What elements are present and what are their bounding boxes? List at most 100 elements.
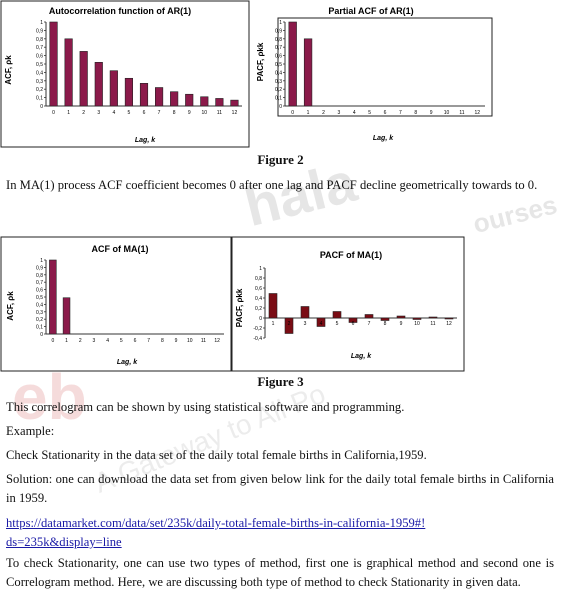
y-tick-label: 0,7 xyxy=(275,45,282,51)
chart-ylabel: ACF, ρk xyxy=(4,55,13,85)
chart-title: Partial ACF of AR(1) xyxy=(328,6,413,16)
x-tick-label: 0 xyxy=(52,110,55,116)
y-tick-label: 0,5 xyxy=(36,295,43,301)
x-tick-label: 6 xyxy=(352,321,355,327)
y-tick-label: 1 xyxy=(40,258,43,264)
y-tick-label: 0,2 xyxy=(36,87,43,93)
x-tick-label: 11 xyxy=(459,110,464,116)
y-tick-label: 0,7 xyxy=(36,45,43,51)
chart-ylabel: PACF, ρkk xyxy=(235,288,244,327)
chart-title: PACF of MA(1) xyxy=(320,250,382,260)
bar xyxy=(49,21,58,107)
dataset-link[interactable]: https://datamarket.com/data/set/235k/dai… xyxy=(6,516,426,549)
x-tick-label: 12 xyxy=(232,110,238,116)
bar xyxy=(200,96,209,107)
y-tick-label: -0,4 xyxy=(253,336,262,342)
paragraph-ma1-description: In MA(1) process ACF coefficient becomes… xyxy=(6,178,538,192)
x-tick-label: 7 xyxy=(147,338,150,344)
y-tick-label: 0 xyxy=(259,316,262,322)
x-tick-label: 11 xyxy=(217,110,222,116)
x-tick-label: 6 xyxy=(384,110,387,116)
figure-2-charts: Autocorrelation function of AR(1) ACF, ρ… xyxy=(0,0,561,148)
x-tick-label: 12 xyxy=(214,338,220,344)
x-tick-label: 9 xyxy=(400,321,403,327)
bar xyxy=(185,93,194,107)
x-tick-label: 0 xyxy=(51,338,54,344)
chart-ar1-acf: Autocorrelation function of AR(1) ACF, ρ… xyxy=(0,0,250,148)
x-tick-label: 8 xyxy=(414,110,417,116)
watermark-brand-a: eb xyxy=(12,361,87,433)
bar xyxy=(62,297,71,335)
x-tick-label: 11 xyxy=(430,321,435,327)
y-tick-label: 0 xyxy=(40,104,43,110)
bar xyxy=(124,77,133,107)
y-tick-label: 0 xyxy=(279,104,282,110)
y-tick-label: 0,3 xyxy=(36,79,43,85)
x-tick-label: 4 xyxy=(112,110,115,116)
x-tick-label: 10 xyxy=(202,110,208,116)
x-tick-label: 3 xyxy=(93,338,96,344)
bar xyxy=(300,306,310,319)
x-tick-label: 2 xyxy=(82,110,85,116)
y-tick-label: 0,6 xyxy=(255,286,262,292)
y-tick-label: 0,5 xyxy=(36,62,43,68)
bar xyxy=(332,311,342,319)
bar xyxy=(396,315,406,319)
y-tick-label: 0,6 xyxy=(36,54,43,60)
y-tick-label: 0,9 xyxy=(36,28,43,34)
x-tick-label: 10 xyxy=(187,338,193,344)
y-tick-label: 0,3 xyxy=(36,310,43,316)
y-tick-label: 0,8 xyxy=(36,37,43,43)
bar xyxy=(170,91,179,107)
bar xyxy=(444,317,454,320)
y-tick-label: 0,4 xyxy=(275,70,282,76)
paragraph-example-heading: Example: xyxy=(6,424,55,438)
chart-xlabel: Lag, k xyxy=(135,137,156,144)
y-tick-label: 0,1 xyxy=(36,96,43,102)
x-tick-label: 3 xyxy=(97,110,100,116)
x-tick-label: 10 xyxy=(414,321,420,327)
x-tick-label: 5 xyxy=(368,110,371,116)
x-tick-label: 1 xyxy=(272,321,275,327)
x-tick-label: 9 xyxy=(430,110,433,116)
bar xyxy=(268,293,278,319)
figure-3-charts: ACF of MA(1) ACF, ρk Lag, k 0 0,1 0,2 0,3 0,… xyxy=(0,236,561,372)
x-tick-label: 5 xyxy=(128,110,131,116)
x-tick-label: 4 xyxy=(320,321,323,327)
x-tick-label: 12 xyxy=(475,110,481,116)
x-tick-label: 0 xyxy=(291,110,294,116)
bar xyxy=(303,38,313,107)
bar xyxy=(215,98,224,107)
x-tick-label: 1 xyxy=(65,338,68,344)
x-tick-label: 2 xyxy=(288,321,291,327)
chart-xlabel: Lag, k xyxy=(117,359,138,366)
y-tick-label: 0,9 xyxy=(275,28,282,34)
chart-title: Autocorrelation function of AR(1) xyxy=(49,6,191,16)
y-tick-label: 0,2 xyxy=(275,87,282,93)
x-tick-label: 1 xyxy=(67,110,70,116)
x-tick-label: 9 xyxy=(175,338,178,344)
chart-ar1-pacf: Partial ACF of AR(1) PACF, ρkk Lag, k 0 0… xyxy=(256,6,493,142)
y-tick-label: 0,1 xyxy=(36,325,43,331)
y-tick-label: 0 xyxy=(40,332,43,338)
y-tick-label: 1 xyxy=(40,20,43,26)
bar xyxy=(364,314,374,319)
x-tick-label: 9 xyxy=(188,110,191,116)
bar xyxy=(428,316,438,319)
x-tick-label: 8 xyxy=(384,321,387,327)
y-tick-label: 0,8 xyxy=(255,276,262,282)
y-tick-label: 1 xyxy=(279,20,282,26)
x-tick-label: 10 xyxy=(444,110,450,116)
paragraph-methods: To check Stationarity, one can use two t… xyxy=(6,556,554,589)
bar xyxy=(155,87,164,107)
figure-2-caption: Figure 2 xyxy=(257,152,304,167)
chart-ma1-acf: ACF of MA(1) ACF, ρk Lag, k 00,10,20,30,… xyxy=(0,236,232,372)
bar xyxy=(230,99,239,107)
y-tick-label: 0,5 xyxy=(275,62,282,68)
chart-title: ACF of MA(1) xyxy=(92,244,149,254)
y-tick-label: 0,8 xyxy=(36,273,43,279)
bar xyxy=(348,317,358,323)
x-tick-label: 8 xyxy=(173,110,176,116)
bar xyxy=(412,317,422,320)
x-tick-label: 12 xyxy=(446,321,452,327)
